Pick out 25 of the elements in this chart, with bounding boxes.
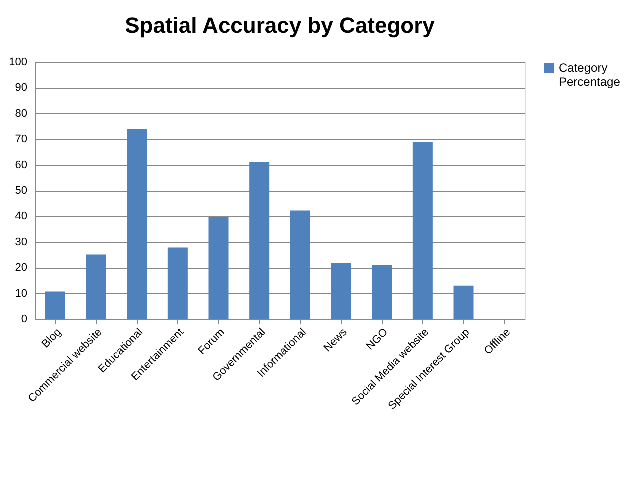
bar [45,292,66,319]
bar [208,217,229,319]
bar [412,142,433,319]
bar [250,162,270,319]
legend-label: Category Percentage [559,61,621,89]
bar [331,262,352,319]
y-tick-label: 80 [15,108,28,120]
bar [127,129,148,319]
y-tick-label: 0 [21,314,28,326]
bar [86,254,106,319]
x-tick-label: Blog [40,326,64,351]
chart-title: Spatial Accuracy by Category [125,13,436,38]
y-tick-label: 30 [15,236,28,248]
y-tick-label: 70 [15,134,28,146]
y-tick-label: 20 [15,262,28,274]
y-tick-label: 50 [15,185,28,197]
bar [290,210,310,319]
y-tick-label: 60 [15,159,28,172]
bar [168,248,188,319]
y-tick-label: 100 [9,56,28,68]
bar [454,286,474,319]
y-tick-label: 10 [15,288,28,300]
bar [372,265,392,319]
y-tick-label: 90 [15,82,28,94]
y-tick-label: 40 [15,210,28,223]
